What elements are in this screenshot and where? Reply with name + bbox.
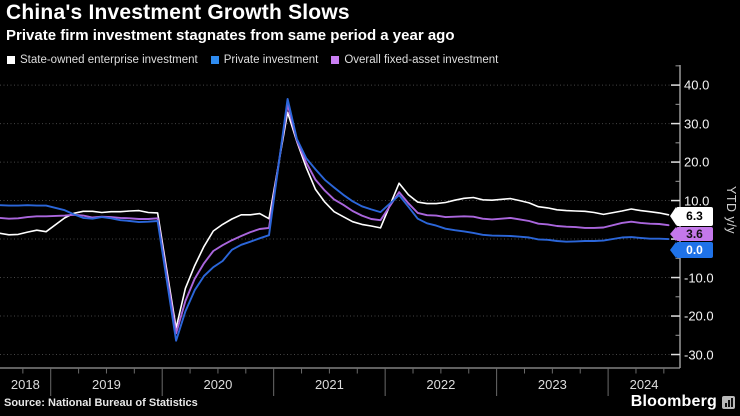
bloomberg-logo: Bloomberg [631, 393, 735, 411]
legend-swatch-icon [7, 56, 15, 64]
data-lines [0, 97, 670, 342]
chart-title: China's Investment Growth Slows [6, 1, 350, 24]
source-note: Source: National Bureau of Statistics [4, 397, 198, 409]
tag-arrow-icon [670, 207, 676, 225]
latest-value-tag: 6.3 [670, 207, 713, 226]
tag-arrow-icon [670, 242, 676, 258]
bloomberg-wordmark: Bloomberg [630, 393, 717, 410]
y-tick-label: 40.0 [684, 77, 710, 93]
legend-label: Private investment [223, 54, 319, 66]
bloomberg-chart-icon [722, 395, 735, 409]
x-tick-label: 2023 [537, 377, 567, 392]
x-tick-label: 2021 [314, 377, 344, 392]
x-tick-label: 2020 [203, 377, 233, 392]
legend-item: State-owned enterprise investment [7, 54, 198, 66]
legend-label: Overall fixed-asset investment [344, 54, 499, 66]
x-tick-label: 2019 [91, 377, 121, 392]
series-line [0, 111, 670, 329]
y-tick-label: -30.0 [684, 347, 714, 363]
y-axis-title: YTD y/y [724, 186, 738, 234]
series-line [0, 97, 670, 342]
tag-value: 6.3 [686, 209, 703, 223]
latest-value-tag: 0.0 [670, 242, 713, 258]
legend-label: State-owned enterprise investment [20, 54, 198, 66]
x-tick-label: 2018 [10, 377, 40, 392]
y-tick-label: -10.0 [684, 270, 714, 286]
axis-ticks [22, 65, 680, 396]
y-tick-label: 20.0 [684, 154, 710, 170]
legend-swatch-icon [331, 56, 340, 64]
latest-value-tag: 3.6 [670, 227, 713, 241]
tag-arrow-icon [670, 227, 676, 241]
legend-item: Private investment [210, 54, 319, 66]
y-tick-label: -20.0 [684, 308, 714, 324]
chart-subtitle: Private firm investment stagnates from s… [6, 27, 455, 44]
tag-value: 3.6 [686, 227, 703, 241]
tag-value: 0.0 [686, 243, 703, 257]
legend-swatch-icon [210, 56, 219, 64]
series-line [0, 103, 670, 335]
y-tick-label: 30.0 [684, 116, 710, 132]
gridlines [0, 84, 680, 356]
legend-item: Overall fixed-asset investment [331, 54, 498, 66]
x-tick-label: 2022 [426, 377, 456, 392]
legend: State-owned enterprise investment Private… [7, 54, 498, 66]
y-tick-label: 10.0 [684, 193, 710, 209]
x-tick-label: 2024 [629, 377, 659, 392]
